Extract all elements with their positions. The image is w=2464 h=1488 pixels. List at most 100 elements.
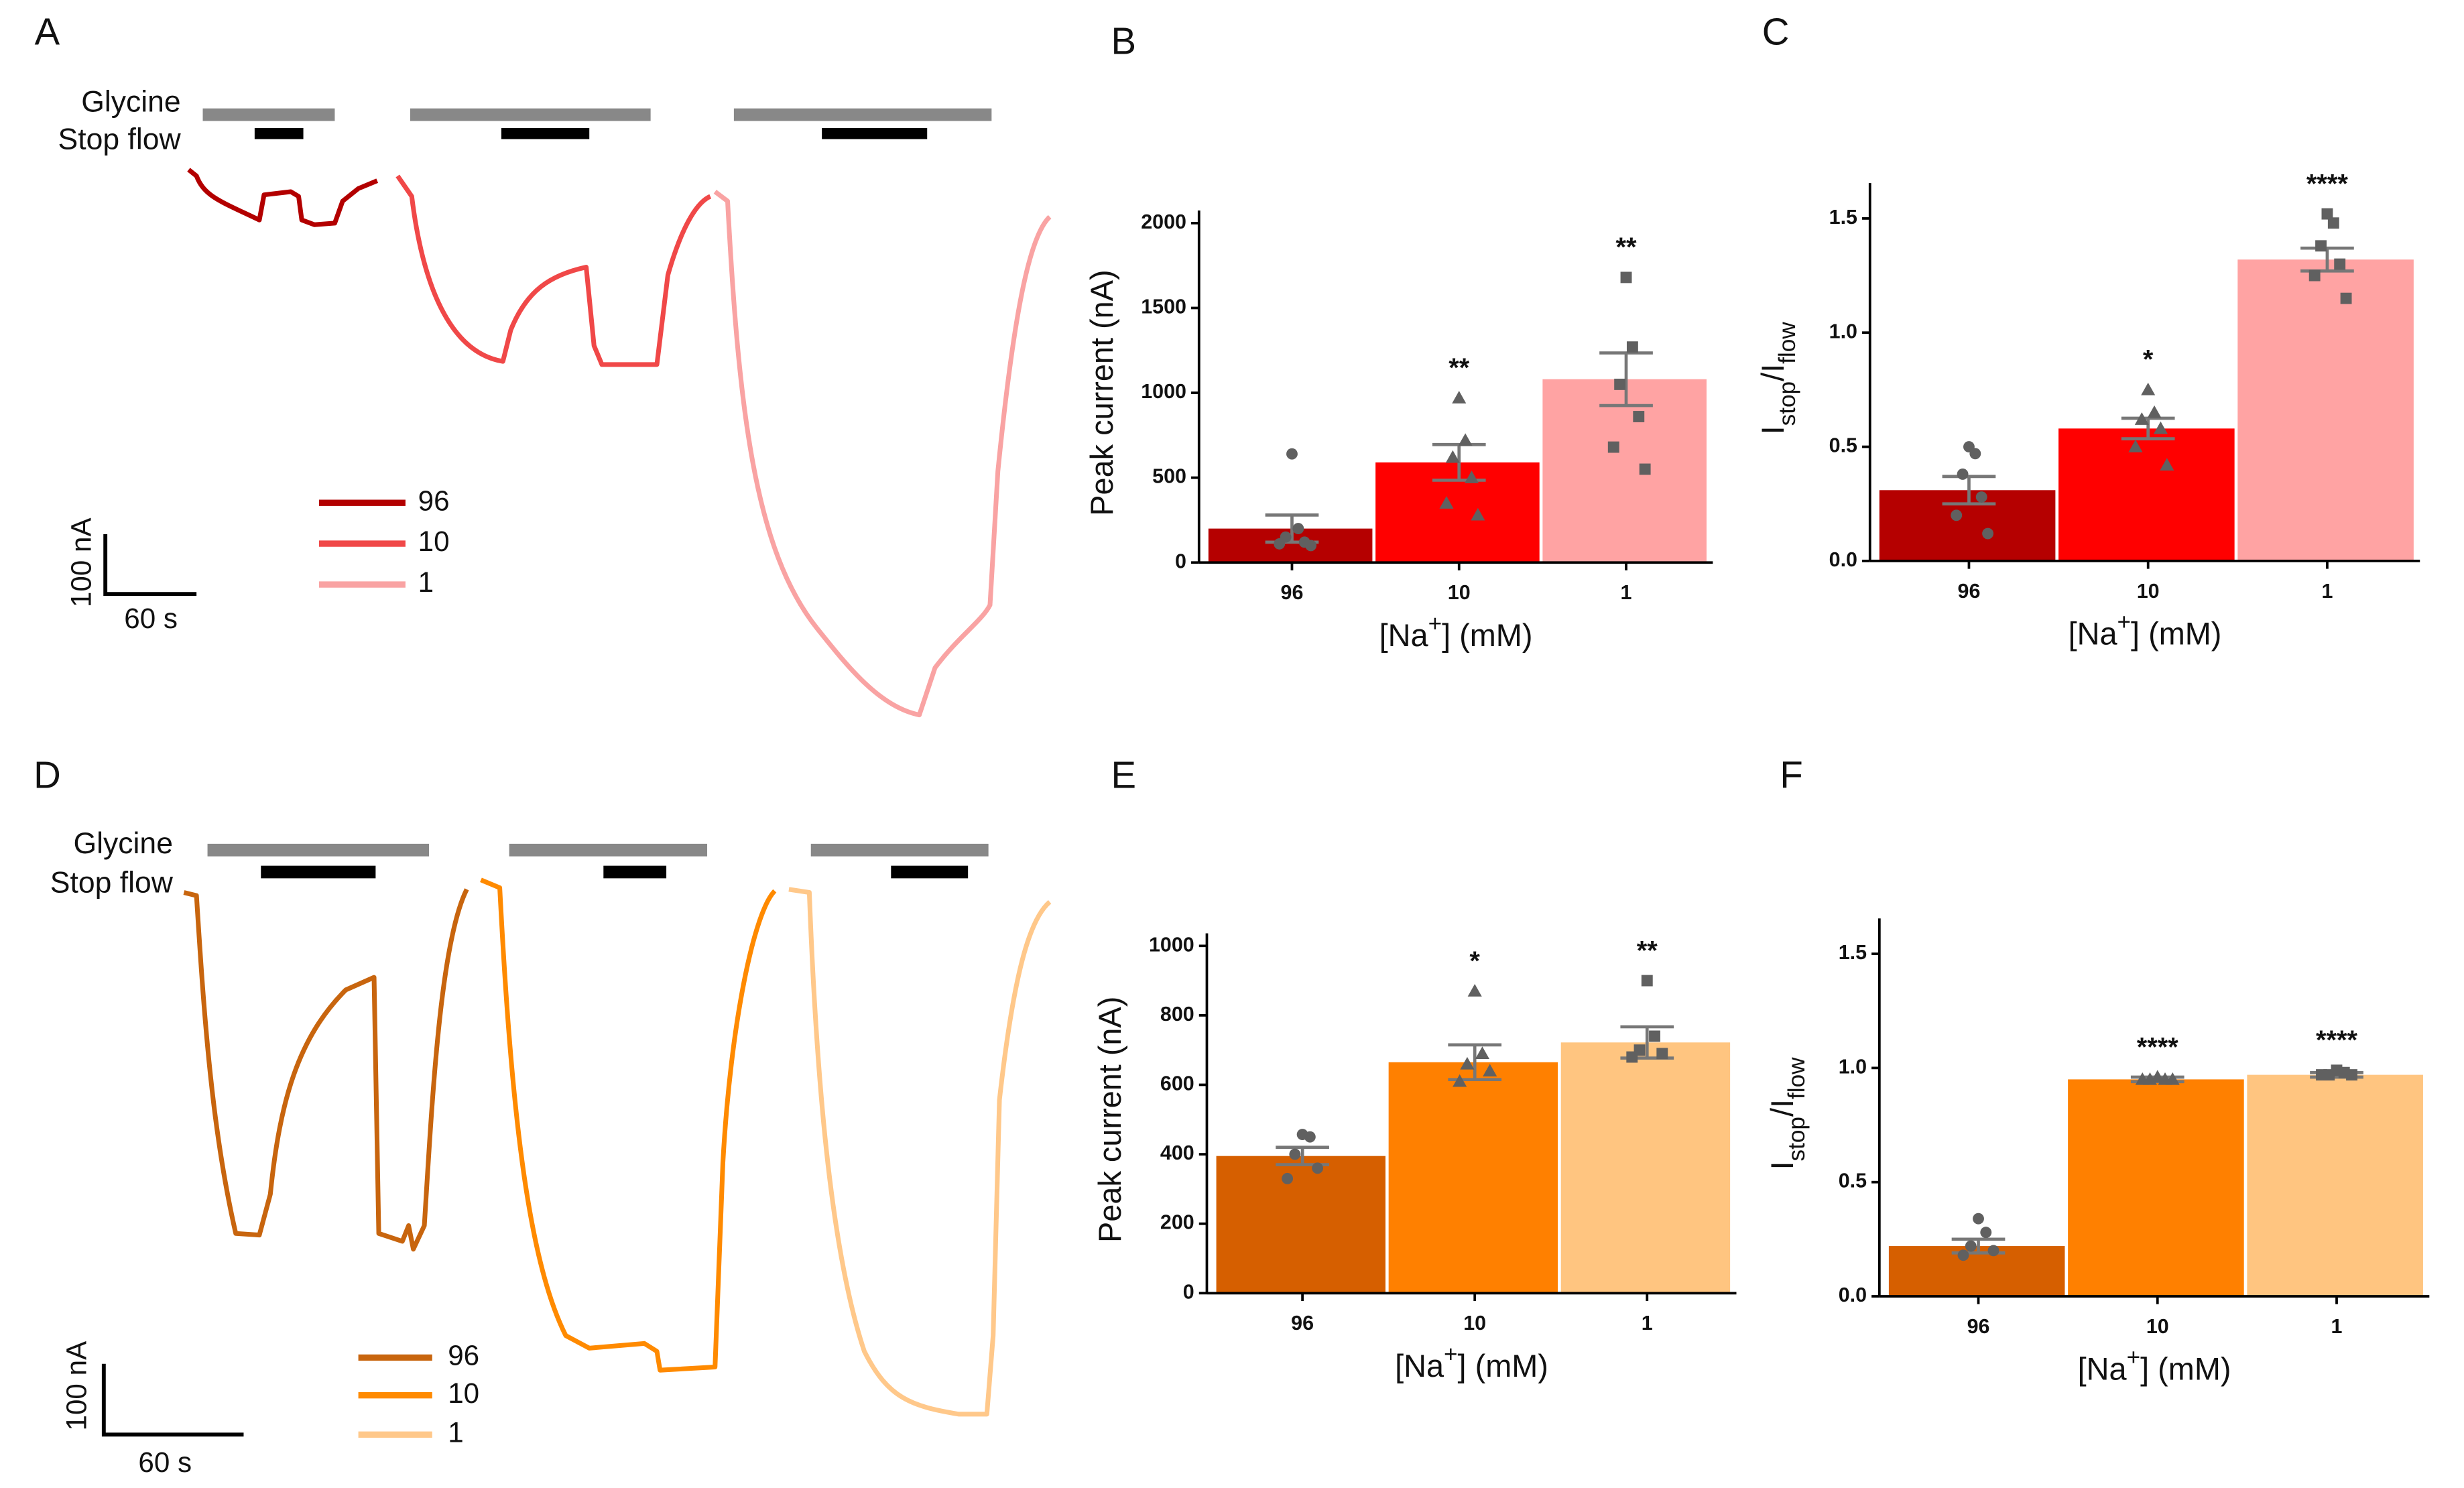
label-part: /I: [1766, 1099, 1800, 1117]
x-tick-label: 1: [1621, 581, 1632, 604]
data-point: [2134, 412, 2149, 425]
y-tick-label: 0.5: [1839, 1170, 1867, 1192]
data-point: [2128, 440, 2143, 452]
data-point: [2346, 1069, 2357, 1081]
data-point: [1965, 1240, 1977, 1252]
y-tick-label: 1.5: [1829, 206, 1857, 229]
label-part: Peak current (nA): [1093, 997, 1127, 1243]
significance-label: ****: [2137, 1032, 2179, 1062]
y-tick-label: 1000: [1149, 933, 1194, 956]
y-tick-label: 2000: [1141, 210, 1186, 233]
data-point: [1973, 1213, 1984, 1225]
y-tick-label: 200: [1160, 1211, 1194, 1234]
y-tick-label: 0: [1183, 1280, 1194, 1303]
label-part: +: [1444, 1341, 1458, 1367]
data-point: [1475, 1046, 1489, 1060]
significance-label: **: [1637, 936, 1658, 965]
label-part: flow: [1774, 322, 1800, 364]
bar: [1560, 1042, 1731, 1294]
data-point: [1620, 271, 1632, 284]
data-point: [1614, 378, 1626, 390]
scale-bar-label: 60 s: [138, 1446, 192, 1478]
data-point: [1483, 1064, 1497, 1076]
current-trace: [395, 174, 712, 367]
y-tick-label: 800: [1160, 1003, 1194, 1026]
data-point: [2160, 458, 2174, 471]
label-part: +: [2117, 609, 2132, 635]
data-point: [2327, 217, 2339, 229]
data-point: [1312, 1162, 1324, 1174]
data-point: [1656, 1048, 1668, 1060]
data-point: [1467, 984, 1482, 997]
data-point: [2308, 269, 2321, 282]
data-point: [1626, 341, 1638, 353]
y-tick-label: 1000: [1141, 380, 1186, 403]
current-trace: [480, 877, 777, 1373]
significance-label: *: [1469, 946, 1480, 976]
bar: [1388, 1062, 1558, 1294]
data-point: [1641, 975, 1653, 987]
data-point: [1975, 491, 1987, 503]
bar: [1375, 462, 1540, 563]
data-point: [1286, 448, 1298, 460]
y-axis-label: Peak current (nA): [1093, 997, 1127, 1243]
data-point: [2321, 208, 2333, 220]
data-point: [1957, 1249, 1969, 1261]
y-axis-label: Istop/Iflow: [1766, 1057, 1810, 1170]
label-part: I: [1766, 1161, 1800, 1170]
x-tick-label: 96: [1958, 580, 1981, 603]
x-tick-label: 1: [1642, 1312, 1653, 1335]
data-point: [1458, 433, 1473, 446]
legend-label: 1: [418, 566, 434, 598]
protocol-label: Glycine: [81, 85, 181, 118]
x-tick-label: 10: [2137, 580, 2160, 603]
x-tick-label: 96: [1291, 1312, 1314, 1335]
bar: [2068, 1079, 2244, 1297]
label-part: stop: [1774, 381, 1800, 426]
x-axis-label: [Na+] (mM): [2078, 1344, 2231, 1387]
data-point: [1980, 1227, 1992, 1239]
scale-bar: [101, 1363, 244, 1437]
label-part: [Na: [2078, 1352, 2128, 1387]
bar: [2058, 428, 2235, 561]
current-trace: [183, 888, 469, 1252]
legend-label: 10: [418, 525, 450, 557]
data-point: [1274, 538, 1286, 550]
protocol-label: Stop flow: [50, 867, 174, 900]
significance-label: ****: [2316, 1026, 2358, 1055]
label-part: stop: [1784, 1117, 1810, 1161]
scale-bar-label: 100 nA: [65, 517, 97, 608]
data-point: [2315, 240, 2327, 252]
x-axis-label: [Na+] (mM): [1395, 1341, 1548, 1384]
label-part: ] (mM): [1458, 1349, 1548, 1383]
data-point: [1957, 469, 1969, 480]
data-point: [1649, 1030, 1660, 1042]
x-tick-label: 10: [2146, 1315, 2169, 1338]
label-part: [Na: [2069, 617, 2118, 652]
label-part: ] (mM): [2140, 1352, 2231, 1387]
significance-label: **: [1449, 353, 1470, 383]
label-part: /I: [1755, 364, 1790, 381]
protocol-bars: [202, 108, 992, 879]
bar: [2237, 259, 2414, 561]
data-point: [1439, 496, 1454, 509]
label-part: I: [1755, 426, 1790, 434]
x-tick-label: 10: [1463, 1312, 1486, 1335]
panel-letter: A: [35, 10, 60, 52]
panel-letter: D: [34, 753, 61, 796]
y-tick-label: 0.0: [1839, 1284, 1867, 1306]
x-axis-label: [Na+] (mM): [1379, 611, 1533, 654]
data-point: [1951, 509, 1963, 521]
legend-label: 10: [448, 1377, 479, 1409]
legend-label: 96: [448, 1340, 479, 1371]
bar: [1542, 379, 1707, 563]
scale-bar: [103, 534, 197, 597]
data-point: [1464, 471, 1479, 483]
y-tick-label: 400: [1160, 1141, 1194, 1164]
label-part: Peak current (nA): [1085, 269, 1120, 515]
label-part: +: [2127, 1344, 2141, 1370]
current-trace: [187, 168, 379, 227]
current-trace: [713, 190, 1052, 718]
data-point: [2135, 1072, 2150, 1085]
